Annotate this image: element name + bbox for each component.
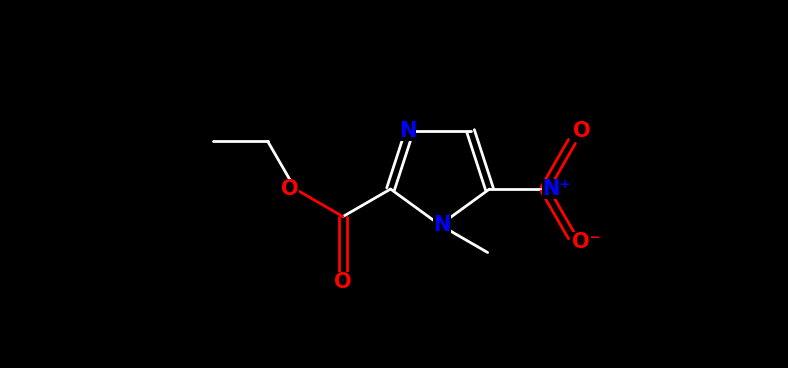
Text: N: N <box>399 121 416 141</box>
Text: O: O <box>334 272 351 291</box>
Text: N⁺: N⁺ <box>542 179 571 199</box>
Text: O: O <box>573 121 591 141</box>
Text: O: O <box>281 179 299 199</box>
Text: N: N <box>433 215 451 235</box>
Text: O⁻: O⁻ <box>571 232 600 252</box>
